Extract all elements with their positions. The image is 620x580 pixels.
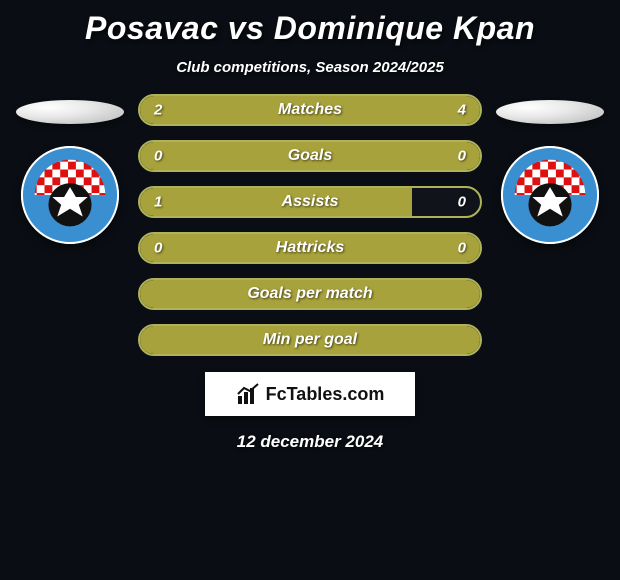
right-column bbox=[490, 94, 610, 244]
stat-bar: 0 0 Goals bbox=[138, 140, 482, 172]
stat-value-right: 0 bbox=[458, 240, 466, 257]
stat-bar: 2 4 Matches bbox=[138, 94, 482, 126]
bar-fill-left bbox=[140, 188, 412, 216]
stat-label: Hattricks bbox=[276, 239, 344, 257]
stat-bar: 0 0 Hattricks bbox=[138, 232, 482, 264]
comparison-card: Posavac vs Dominique Kpan Club competiti… bbox=[0, 0, 620, 452]
page-subtitle: Club competitions, Season 2024/2025 bbox=[176, 59, 444, 76]
club-badge-right bbox=[501, 146, 599, 244]
chart-icon bbox=[236, 382, 260, 406]
player-left-ellipse bbox=[16, 100, 124, 124]
stat-label: Matches bbox=[278, 101, 342, 119]
stat-value-right: 0 bbox=[458, 148, 466, 165]
stat-value-left: 2 bbox=[154, 102, 162, 119]
player-right-ellipse bbox=[496, 100, 604, 124]
brand-text: FcTables.com bbox=[266, 384, 385, 405]
stat-value-left: 0 bbox=[154, 148, 162, 165]
stat-label: Goals per match bbox=[247, 285, 372, 303]
date-label: 12 december 2024 bbox=[237, 432, 384, 452]
stat-bar: Goals per match bbox=[138, 278, 482, 310]
stat-bar: 1 0 Assists bbox=[138, 186, 482, 218]
stat-value-left: 1 bbox=[154, 194, 162, 211]
stats-column: 2 4 Matches 0 0 Goals 1 0 Assists 0 0 Hattricks Goal… bbox=[130, 94, 490, 356]
stat-label: Assists bbox=[282, 193, 339, 211]
club-badge-left bbox=[21, 146, 119, 244]
stat-label: Goals bbox=[288, 147, 332, 165]
brand-logo[interactable]: FcTables.com bbox=[205, 372, 415, 416]
left-column bbox=[10, 94, 130, 244]
stat-value-right: 4 bbox=[458, 102, 466, 119]
page-title: Posavac vs Dominique Kpan bbox=[85, 10, 535, 47]
stat-bar: Min per goal bbox=[138, 324, 482, 356]
stat-value-left: 0 bbox=[154, 240, 162, 257]
stat-value-right: 0 bbox=[458, 194, 466, 211]
main-row: 2 4 Matches 0 0 Goals 1 0 Assists 0 0 Hattricks Goal… bbox=[10, 94, 610, 356]
stat-label: Min per goal bbox=[263, 331, 357, 349]
